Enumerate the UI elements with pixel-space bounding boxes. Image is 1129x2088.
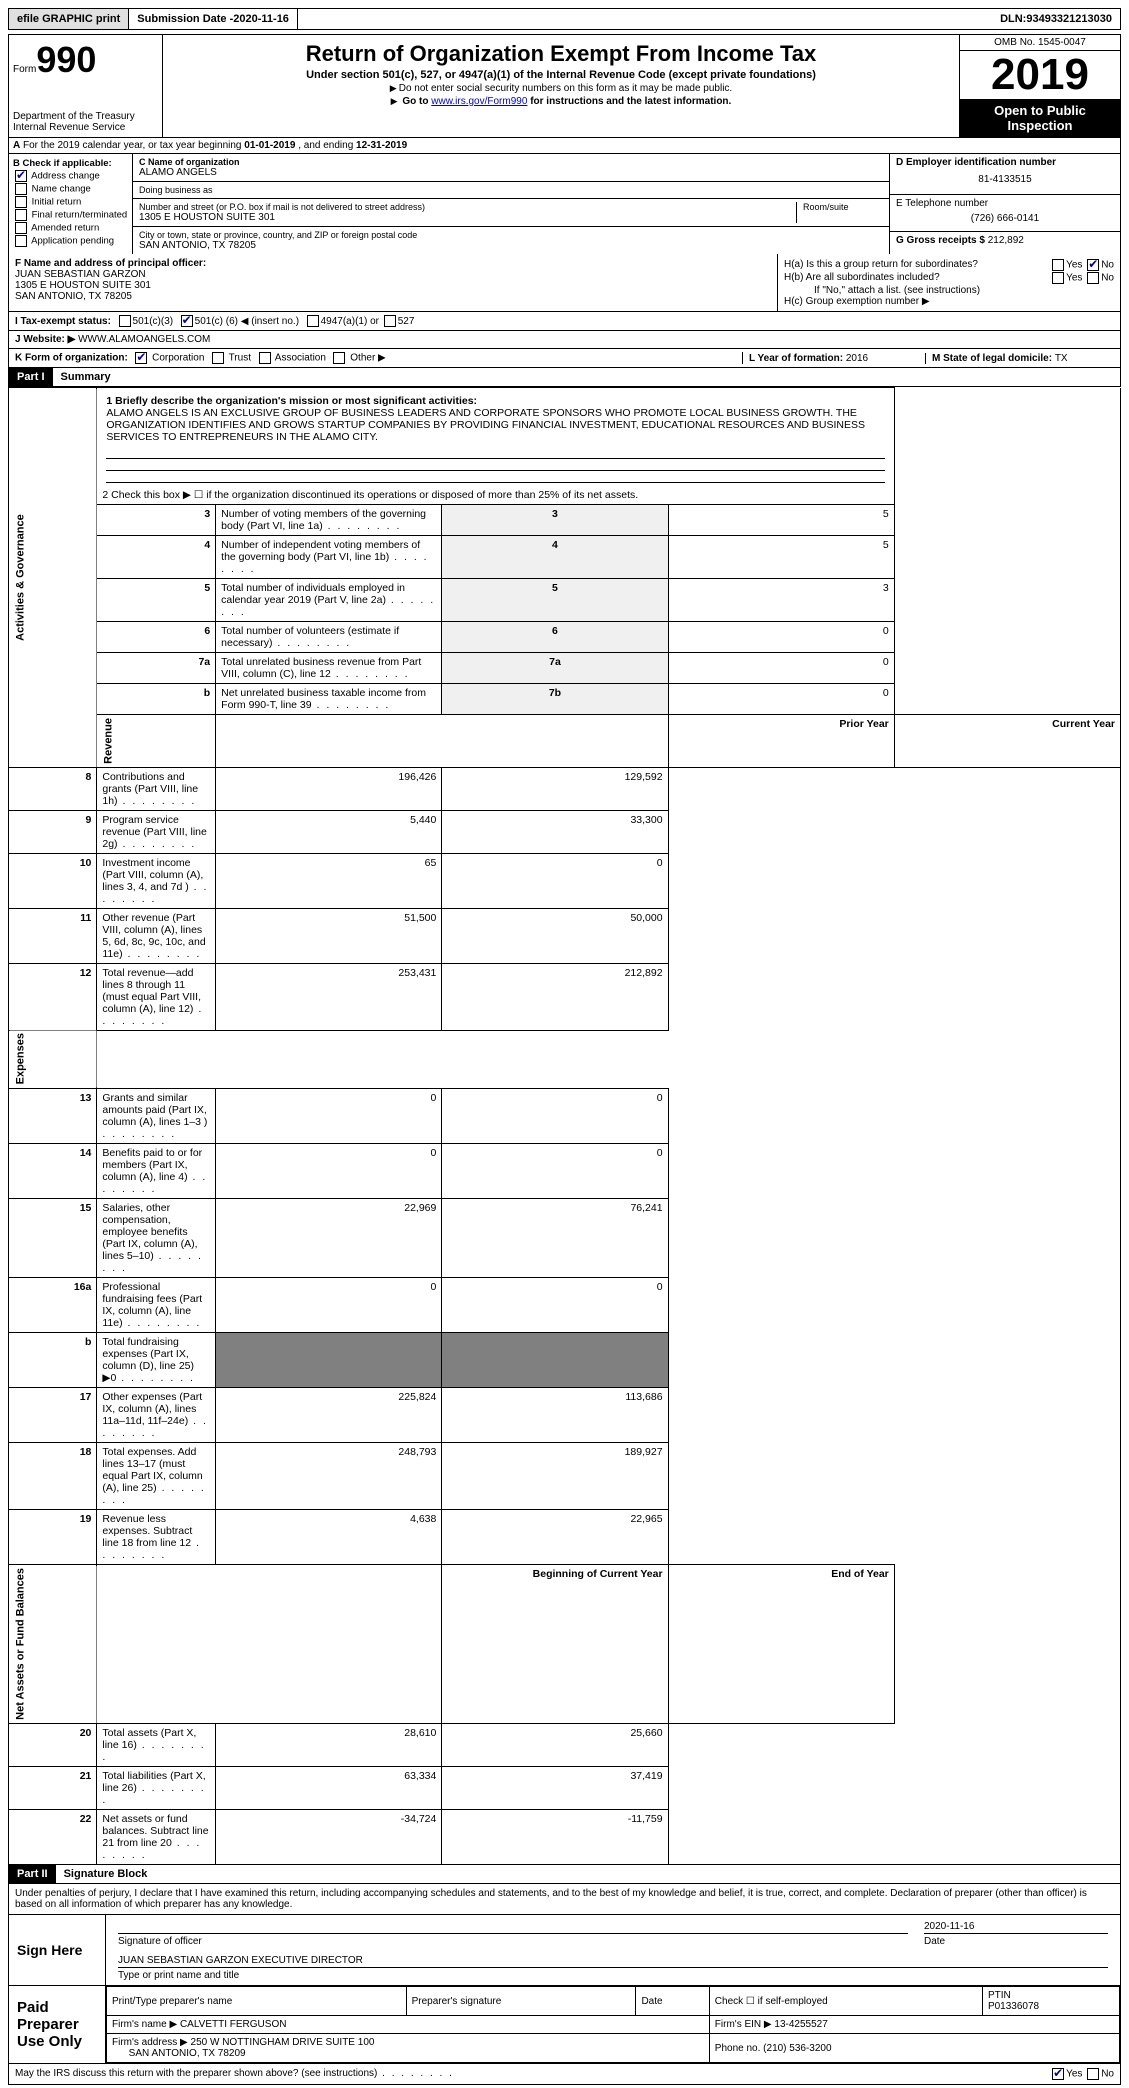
part2-header: Part II — [9, 1865, 56, 1883]
hb-yes[interactable] — [1052, 272, 1064, 284]
meta-grid: B Check if applicable: Address change Na… — [8, 154, 1121, 254]
mission-label: 1 Briefly describe the organization's mi… — [106, 395, 477, 407]
ha-no[interactable] — [1087, 259, 1099, 271]
efile-button[interactable]: efile GRAPHIC print — [9, 9, 129, 29]
col-end: End of Year — [668, 1565, 894, 1724]
fh-row: F Name and address of principal officer:… — [8, 254, 1121, 312]
col-b-checkboxes: B Check if applicable: Address change Na… — [9, 154, 133, 254]
cb-app-pending[interactable] — [15, 235, 27, 247]
col-c-org-info: C Name of organization ALAMO ANGELS Doin… — [133, 154, 889, 254]
col-b-header: B Check if applicable: — [13, 158, 112, 169]
website-row: J Website: ▶ WWW.ALAMOANGELS.COM — [8, 331, 1121, 349]
side-expenses: Expenses — [9, 1030, 97, 1088]
header-left: Form990 Department of the Treasury Inter… — [9, 35, 163, 137]
notice-ssn: Do not enter social security numbers on … — [171, 83, 951, 94]
org-name: ALAMO ANGELS — [139, 167, 883, 178]
omb-number: OMB No. 1545-0047 — [960, 35, 1120, 51]
cb-501c3[interactable] — [119, 315, 131, 327]
cb-initial-return[interactable] — [15, 196, 27, 208]
group-return: H(a) Is this a group return for subordin… — [777, 254, 1120, 311]
dln-label: DLN: — [1000, 13, 1026, 25]
tax-exempt-status: I Tax-exempt status: 501(c)(3) 501(c) ( … — [8, 312, 1121, 331]
preparer-table: Print/Type preparer's name Preparer's si… — [106, 1986, 1120, 2063]
cb-final-return[interactable] — [15, 209, 27, 221]
paid-preparer-label: Paid Preparer Use Only — [9, 1986, 106, 2063]
ha-yes[interactable] — [1052, 259, 1064, 271]
col-current: Current Year — [894, 715, 1120, 768]
col-begin: Beginning of Current Year — [442, 1565, 668, 1724]
cb-corporation[interactable] — [135, 352, 147, 364]
col-prior: Prior Year — [668, 715, 894, 768]
irs-link[interactable]: www.irs.gov/Form990 — [431, 96, 527, 107]
part1-title: Summary — [53, 368, 119, 386]
submission-label: Submission Date - — [137, 13, 233, 25]
cb-name-change[interactable] — [15, 183, 27, 195]
line2: 2 Check this box ▶ ☐ if the organization… — [97, 486, 894, 505]
top-bar: efile GRAPHIC print Submission Date - 20… — [8, 8, 1121, 30]
cb-amended[interactable] — [15, 222, 27, 234]
officer-name: JUAN SEBASTIAN GARZON EXECUTIVE DIRECTOR — [118, 1955, 1108, 1968]
page-footer: For Paperwork Reduction Act Notice, see … — [8, 2085, 1121, 2088]
section-a: A For the 2019 calendar year, or tax yea… — [8, 138, 1121, 154]
col-d-info: D Employer identification number 81-4133… — [889, 154, 1120, 254]
cb-address-change[interactable] — [15, 170, 27, 182]
cb-4947[interactable] — [307, 315, 319, 327]
signature-block: Under penalties of perjury, I declare th… — [8, 1884, 1121, 2085]
website-value: WWW.ALAMOANGELS.COM — [78, 334, 210, 345]
discuss-no[interactable] — [1087, 2068, 1099, 2080]
notice-link-line: Go to www.irs.gov/Form990 for instructio… — [171, 96, 951, 107]
org-address: 1305 E HOUSTON SUITE 301 — [139, 212, 796, 223]
discuss-yes[interactable] — [1052, 2068, 1064, 2080]
form-number: Form990 — [13, 39, 158, 81]
part2-bar: Part II Signature Block — [8, 1865, 1121, 1884]
form-subtitle: Under section 501(c), 527, or 4947(a)(1)… — [171, 69, 951, 81]
sign-here-label: Sign Here — [9, 1915, 106, 1985]
side-revenue: Revenue — [97, 715, 216, 768]
side-governance: Activities & Governance — [9, 388, 97, 768]
dln-cell: DLN: 93493321213030 — [992, 9, 1120, 29]
form-title: Return of Organization Exempt From Incom… — [171, 41, 951, 67]
cb-501c[interactable] — [181, 315, 193, 327]
principal-officer: F Name and address of principal officer:… — [9, 254, 777, 311]
mission-text: ALAMO ANGELS IS AN EXCLUSIVE GROUP OF BU… — [106, 407, 865, 443]
form-header: Form990 Department of the Treasury Inter… — [8, 34, 1121, 138]
gross-receipts: 212,892 — [988, 235, 1024, 246]
header-middle: Return of Organization Exempt From Incom… — [163, 35, 959, 137]
tax-year: 2019 — [960, 51, 1120, 99]
part1-table: Activities & Governance 1 Briefly descri… — [8, 387, 1121, 1865]
part1-header: Part I — [9, 368, 53, 386]
part1-bar: Part I Summary — [8, 368, 1121, 387]
submission-date-cell: Submission Date - 2020-11-16 — [129, 9, 298, 29]
submission-date: 2020-11-16 — [233, 13, 289, 25]
hb-no[interactable] — [1087, 272, 1099, 284]
klm-row: K Form of organization: Corporation Trus… — [8, 349, 1121, 368]
cb-trust[interactable] — [212, 352, 224, 364]
header-right: OMB No. 1545-0047 2019 Open to Public In… — [959, 35, 1120, 137]
org-city: SAN ANTONIO, TX 78205 — [139, 240, 883, 251]
ein-value: 81-4133515 — [896, 168, 1114, 191]
cb-association[interactable] — [259, 352, 271, 364]
dln-value: 93493321213030 — [1026, 13, 1112, 25]
public-inspection: Open to Public Inspection — [960, 99, 1120, 137]
perjury-declaration: Under penalties of perjury, I declare th… — [9, 1884, 1120, 1915]
cb-527[interactable] — [384, 315, 396, 327]
part2-title: Signature Block — [56, 1865, 156, 1883]
phone-value: (726) 666-0141 — [896, 209, 1114, 228]
side-netassets: Net Assets or Fund Balances — [9, 1565, 97, 1724]
dept-treasury: Department of the Treasury Internal Reve… — [13, 111, 158, 133]
cb-other[interactable] — [333, 352, 345, 364]
